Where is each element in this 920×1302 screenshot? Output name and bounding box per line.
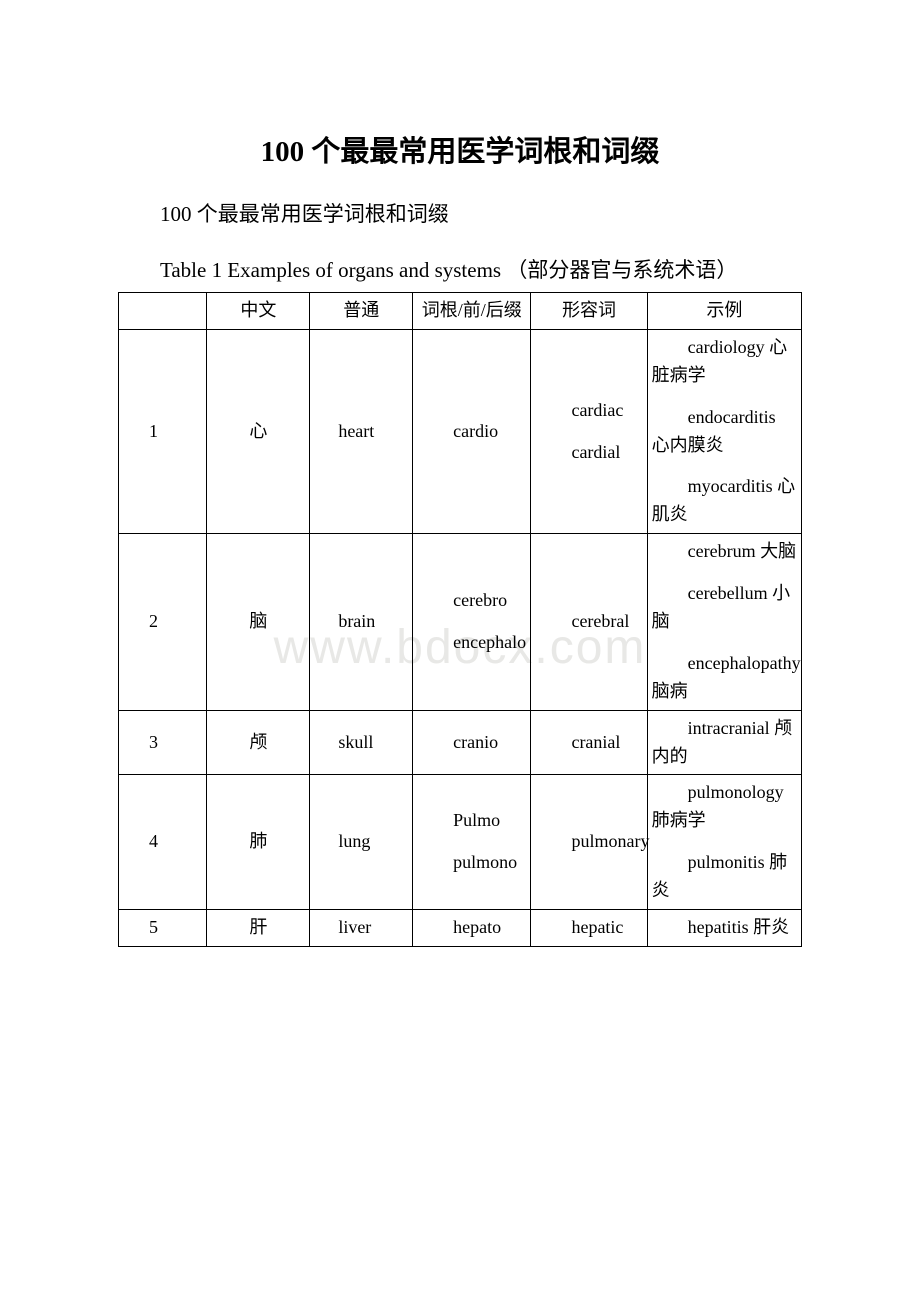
cell-num: 2 (119, 534, 207, 710)
cell-common: lung (310, 775, 413, 910)
table-header-row: 中文 普通 词根/前/后缀 形容词 示例 (119, 293, 802, 330)
root-entry: pulmono (417, 849, 526, 877)
table-row: 5 肝 liver hepato hepatic hepatitis 肝炎 (119, 910, 802, 947)
adj-entry: cardial (535, 439, 642, 467)
table-caption: Table 1 Examples of organs and systems （… (118, 254, 802, 284)
table-row: 1 心 heart cardio cardiac cardial cardiol… (119, 329, 802, 533)
cell-cn: 肺 (207, 775, 310, 910)
cell-cn: 心 (207, 329, 310, 533)
cell-common: heart (310, 329, 413, 533)
col-header-adj: 形容词 (531, 293, 647, 330)
col-header-cn: 中文 (207, 293, 310, 330)
col-header-root: 词根/前/后缀 (413, 293, 531, 330)
cell-common: brain (310, 534, 413, 710)
cell-example: pulmonology 肺病学 pulmonitis 肺炎 (647, 775, 801, 910)
adj-entry: hepatic (535, 914, 642, 942)
example-entry: myocarditis 心肌炎 (652, 473, 797, 529)
cell-root: cranio (413, 710, 531, 775)
adj-entry: pulmonary (535, 828, 642, 856)
cell-cn: 肝 (207, 910, 310, 947)
document-page: 100 个最最常用医学词根和词缀 100 个最最常用医学词根和词缀 Table … (0, 0, 920, 947)
root-entry: encephalo (417, 629, 526, 657)
example-entry: cerebellum 小脑 (652, 580, 797, 636)
col-header-example: 示例 (647, 293, 801, 330)
adj-entry: cerebral (535, 608, 642, 636)
cell-num: 3 (119, 710, 207, 775)
cell-cn: 脑 (207, 534, 310, 710)
adj-entry: cranial (535, 729, 642, 757)
example-entry: endocarditis 心内膜炎 (652, 404, 797, 460)
example-entry: intracranial 颅内的 (652, 715, 797, 771)
cell-adj: hepatic (531, 910, 647, 947)
col-header-common: 普通 (310, 293, 413, 330)
example-entry: hepatitis 肝炎 (652, 914, 797, 942)
cell-num: 4 (119, 775, 207, 910)
page-title: 100 个最最常用医学词根和词缀 (118, 128, 802, 170)
cell-root: cerebro encephalo (413, 534, 531, 710)
example-entry: pulmonitis 肺炎 (652, 849, 797, 905)
cell-common: skull (310, 710, 413, 775)
cell-example: hepatitis 肝炎 (647, 910, 801, 947)
example-entry: pulmonology 肺病学 (652, 779, 797, 835)
cell-example: cerebrum 大脑 cerebellum 小脑 encephalopathy… (647, 534, 801, 710)
cell-cn: 颅 (207, 710, 310, 775)
root-entry: cardio (417, 418, 526, 446)
table-row: 3 颅 skull cranio cranial intracranial 颅内… (119, 710, 802, 775)
subtitle: 100 个最最常用医学词根和词缀 (118, 198, 802, 228)
cell-root: cardio (413, 329, 531, 533)
cell-example: cardiology 心脏病学 endocarditis 心内膜炎 myocar… (647, 329, 801, 533)
cell-adj: pulmonary (531, 775, 647, 910)
example-entry: cerebrum 大脑 (652, 538, 797, 566)
cell-num: 1 (119, 329, 207, 533)
cell-adj: cranial (531, 710, 647, 775)
example-entry: cardiology 心脏病学 (652, 334, 797, 390)
cell-root: hepato (413, 910, 531, 947)
cell-adj: cerebral (531, 534, 647, 710)
example-entry: encephalopathy 脑病 (652, 650, 797, 706)
table-row: 4 肺 lung Pulmo pulmono pulmonary pulmono… (119, 775, 802, 910)
adj-entry: cardiac (535, 397, 642, 425)
root-entry: hepato (417, 914, 526, 942)
terminology-table: 中文 普通 词根/前/后缀 形容词 示例 1 心 heart cardio ca… (118, 292, 802, 947)
root-entry: cranio (417, 729, 526, 757)
root-entry: Pulmo (417, 807, 526, 835)
col-header-num (119, 293, 207, 330)
cell-common: liver (310, 910, 413, 947)
cell-adj: cardiac cardial (531, 329, 647, 533)
cell-root: Pulmo pulmono (413, 775, 531, 910)
cell-example: intracranial 颅内的 (647, 710, 801, 775)
cell-num: 5 (119, 910, 207, 947)
root-entry: cerebro (417, 587, 526, 615)
table-row: 2 脑 brain cerebro encephalo cerebral cer… (119, 534, 802, 710)
